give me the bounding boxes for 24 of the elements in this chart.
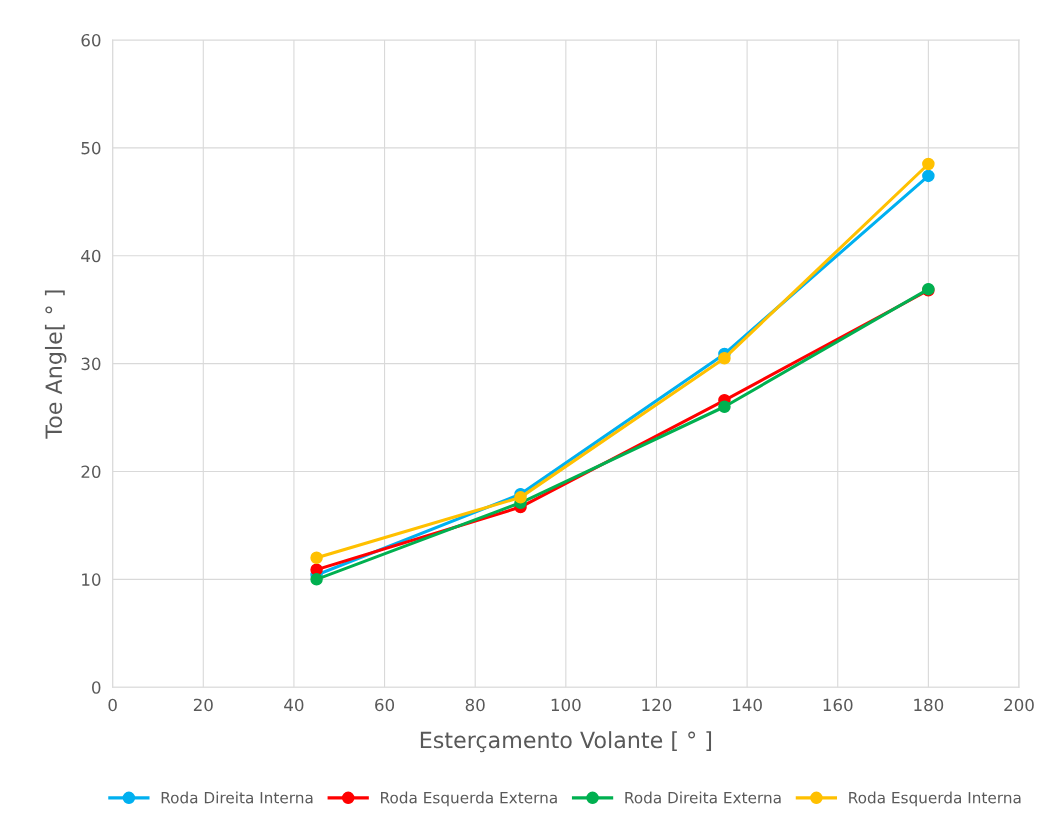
legend-label: Roda Esquerda Externa: [381, 791, 557, 807]
legend-label: Roda Direita Interna: [161, 791, 313, 804]
x-tick-label: 80: [465, 698, 485, 712]
y-tick-label: 40: [81, 249, 101, 263]
y-tick-label: 10: [82, 573, 101, 586]
x-tick-label: 100: [551, 698, 581, 712]
x-tick-label: 40: [284, 698, 304, 712]
y-tick-label: 60: [81, 33, 101, 47]
x-tick-label: 140: [733, 698, 762, 712]
legend-label: Roda Esquerda Interna: [849, 791, 1021, 807]
x-tick-label: 60: [375, 698, 395, 712]
y-tick-label: 0: [92, 681, 101, 694]
x-tick-label: 120: [642, 698, 672, 712]
y-tick-label: 20: [81, 465, 101, 479]
y-axis-title: Toe Angle[ ° ]: [44, 290, 67, 439]
x-tick-label: 0: [108, 698, 117, 712]
y-tick-label: 50: [81, 141, 101, 155]
x-axis-title: Esterçamento Volante [ ° ]: [420, 731, 712, 753]
x-tick-label: 200: [1004, 698, 1034, 712]
x-tick-label: 20: [193, 698, 213, 712]
y-tick-label: 30: [81, 357, 101, 371]
x-tick-label: 160: [823, 698, 853, 712]
x-tick-label: 180: [914, 698, 944, 712]
legend-label: Roda Direita Externa: [625, 791, 781, 804]
